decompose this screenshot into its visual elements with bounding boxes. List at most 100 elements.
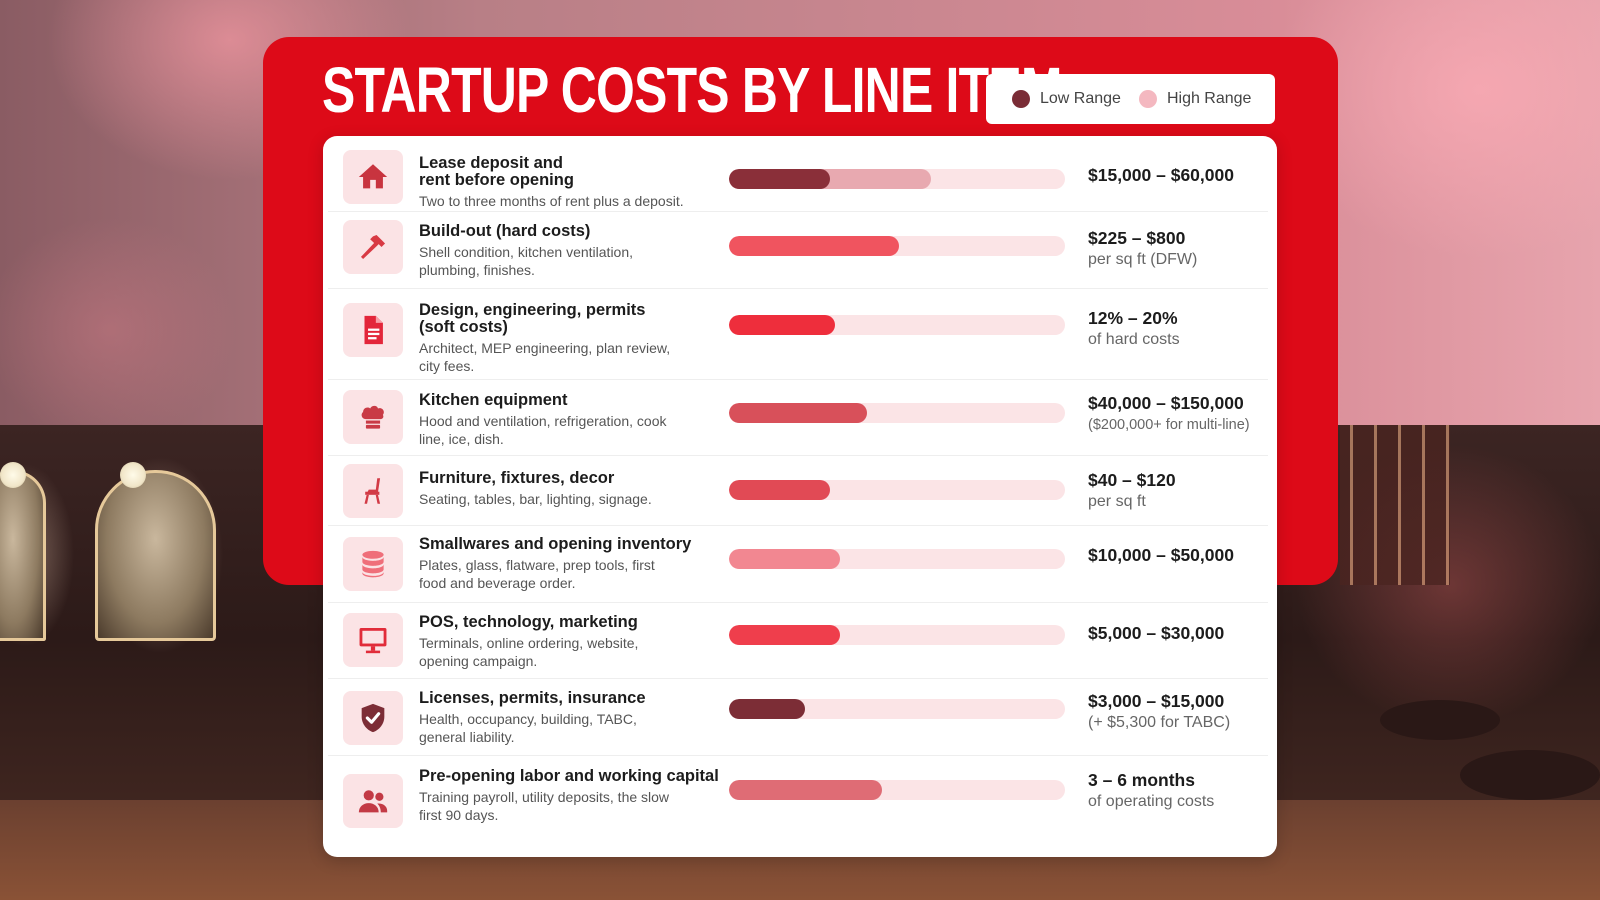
legend-label-high: High Range (1166, 90, 1252, 107)
row-description: Health, occupancy, building, TABC, gener… (419, 711, 637, 745)
cost-row: Lease deposit and rent before opening Two… (328, 140, 1268, 212)
legend: Low Range High Range (986, 74, 1275, 124)
row-description: Shell condition, kitchen ventilation, pl… (419, 244, 634, 278)
bar-track (729, 549, 1065, 569)
row-value: $5,000 – $30,000 (1088, 622, 1268, 644)
cost-row: POS, technology, marketing Terminals, onl… (328, 603, 1268, 679)
row-value: $225 – $800 per sq ft (DFW) (1088, 227, 1268, 271)
bar-low-range (729, 236, 899, 256)
chart-title: STARTUP COSTS BY LINE ITEM (322, 54, 1062, 126)
cost-row: Build-out (hard costs) Shell condition, k… (328, 212, 1268, 289)
row-value: $15,000 – $60,000 (1088, 164, 1268, 186)
home-icon (343, 150, 403, 204)
value-range: $225 – $800 (1088, 228, 1186, 248)
value-range: 3 – 6 months (1088, 770, 1195, 790)
row-title: POS, technology, marketing (419, 613, 638, 631)
value-range: 12% – 20% (1088, 308, 1178, 328)
document-icon (343, 303, 403, 357)
shield-check-icon (343, 691, 403, 745)
row-title: Design, engineering, permits (soft costs… (419, 301, 646, 336)
value-range: $10,000 – $50,000 (1088, 545, 1234, 565)
bar-low-range (729, 169, 830, 189)
bar-track (729, 480, 1065, 500)
row-description: Terminals, online ordering, website, ope… (419, 635, 639, 669)
row-text: Design, engineering, permits (soft costs… (419, 302, 719, 375)
row-title: Build-out (hard costs) (419, 222, 591, 240)
row-text: POS, technology, marketing Terminals, onl… (419, 614, 719, 670)
row-title: Pre-opening labor and working capital (419, 767, 719, 785)
row-value: 3 – 6 months of operating costs (1088, 769, 1268, 813)
legend-item-low: Low Range (1012, 90, 1121, 108)
value-note: (+ $5,300 for TABC) (1088, 714, 1231, 731)
row-description: Architect, MEP engineering, plan review,… (419, 340, 671, 374)
background-table (1460, 750, 1600, 800)
row-description: Training payroll, utility deposits, the … (419, 789, 670, 823)
row-text: Licenses, permits, insurance Health, occu… (419, 690, 719, 746)
bar-low-range (729, 549, 840, 569)
row-description: Two to three months of rent plus a depos… (419, 193, 684, 209)
bar-low-range (729, 625, 840, 645)
row-title: Licenses, permits, insurance (419, 689, 646, 707)
bar-low-range (729, 699, 805, 719)
value-range: $40,000 – $150,000 (1088, 393, 1244, 413)
legend-swatch-low (1012, 90, 1030, 108)
background-arch-far-left (0, 470, 46, 641)
row-title: Kitchen equipment (419, 391, 568, 409)
bar-track (729, 780, 1065, 800)
row-title: Smallwares and opening inventory (419, 535, 692, 553)
row-text: Lease deposit and rent before opening Two… (419, 155, 719, 210)
value-note: of hard costs (1088, 331, 1180, 348)
row-value: 12% – 20% of hard costs (1088, 307, 1268, 351)
background-arch-left (95, 470, 216, 641)
background-lamp (0, 462, 26, 488)
value-note: per sq ft (1088, 493, 1146, 510)
value-range: $40 – $120 (1088, 470, 1176, 490)
chair-icon (343, 464, 403, 518)
value-note: ($200,000+ for multi-line) (1088, 417, 1250, 433)
value-note: per sq ft (DFW) (1088, 251, 1198, 268)
cost-row: Smallwares and opening inventory Plates, … (328, 526, 1268, 603)
bar-low-range (729, 403, 867, 423)
row-text: Build-out (hard costs) Shell condition, k… (419, 223, 719, 279)
legend-label-low: Low Range (1040, 90, 1121, 107)
cost-table: Lease deposit and rent before opening Two… (323, 136, 1277, 857)
cost-row: Pre-opening labor and working capital Tra… (328, 756, 1268, 854)
row-description: Plates, glass, flatware, prep tools, fir… (419, 557, 655, 591)
row-title: Lease deposit and rent before opening (419, 154, 574, 189)
value-range: $15,000 – $60,000 (1088, 165, 1234, 185)
background-table (1380, 700, 1500, 740)
row-title: Furniture, fixtures, decor (419, 469, 615, 487)
row-text: Pre-opening labor and working capital Tra… (419, 768, 719, 824)
background-lamp (120, 462, 146, 488)
bar-low-range (729, 315, 835, 335)
background-deco-panel (1340, 425, 1450, 585)
bar-track (729, 625, 1065, 645)
row-text: Kitchen equipment Hood and ventilation, r… (419, 392, 719, 448)
bar-low-range (729, 480, 830, 500)
bar-track (729, 315, 1065, 335)
cost-row: Licenses, permits, insurance Health, occu… (328, 679, 1268, 756)
value-note: of operating costs (1088, 793, 1215, 810)
row-value: $40,000 – $150,000 ($200,000+ for multi-l… (1088, 392, 1268, 436)
cost-row: Kitchen equipment Hood and ventilation, r… (328, 380, 1268, 456)
cost-row: Furniture, fixtures, decor Seating, table… (328, 456, 1268, 526)
legend-item-high: High Range (1138, 90, 1252, 108)
people-icon (343, 774, 403, 828)
row-description: Seating, tables, bar, lighting, signage. (419, 491, 652, 507)
bar-track (729, 699, 1065, 719)
row-value: $10,000 – $50,000 (1088, 544, 1268, 566)
bar-track (729, 403, 1065, 423)
bar-low-range (729, 780, 882, 800)
row-value: $3,000 – $15,000 (+ $5,300 for TABC) (1088, 690, 1268, 734)
hammer-icon (343, 220, 403, 274)
monitor-icon (343, 613, 403, 667)
cost-row: Design, engineering, permits (soft costs… (328, 289, 1268, 380)
chef-hat-icon (343, 390, 403, 444)
row-value: $40 – $120 per sq ft (1088, 469, 1268, 513)
row-description: Hood and ventilation, refrigeration, coo… (419, 413, 667, 447)
legend-swatch-high (1138, 90, 1157, 108)
row-text: Furniture, fixtures, decor Seating, table… (419, 470, 719, 508)
value-range: $3,000 – $15,000 (1088, 691, 1225, 711)
stack-icon (343, 537, 403, 591)
value-range: $5,000 – $30,000 (1088, 623, 1225, 643)
